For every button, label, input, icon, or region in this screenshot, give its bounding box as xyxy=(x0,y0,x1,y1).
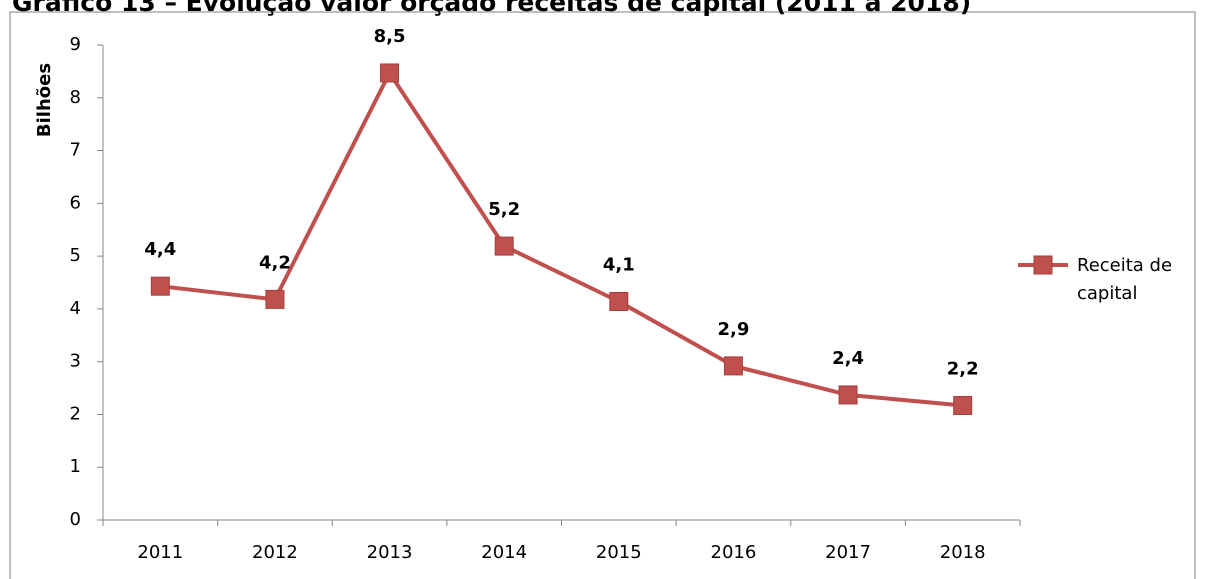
y-tick-label: 3 xyxy=(70,351,81,372)
legend-label: Receita de capital xyxy=(1077,255,1173,304)
x-tick-label: 2011 xyxy=(137,542,183,563)
data-label: 4,4 xyxy=(144,239,176,260)
data-label: 4,1 xyxy=(603,255,635,276)
marker xyxy=(380,63,400,83)
x-tick-label: 2013 xyxy=(367,542,413,563)
y-tick-label: 1 xyxy=(70,456,81,477)
y-tick-label: 7 xyxy=(70,140,81,161)
series-line xyxy=(160,70,963,408)
legend-marker xyxy=(1033,255,1053,275)
chart-border xyxy=(9,11,1196,579)
marker xyxy=(609,292,629,311)
marker xyxy=(953,395,973,415)
x-tick-label: 2014 xyxy=(481,542,527,563)
x-tick-label: 2015 xyxy=(596,542,642,563)
y-tick-label: 0 xyxy=(70,509,81,530)
marker xyxy=(494,236,514,256)
marker xyxy=(265,289,285,309)
data-label: 4,2 xyxy=(259,252,291,273)
y-tick-label: 9 xyxy=(70,34,81,55)
y-tick-label: 6 xyxy=(70,192,81,213)
data-label: 2,4 xyxy=(832,348,864,369)
x-tick-label: 2012 xyxy=(252,542,298,563)
marker xyxy=(838,385,858,405)
chart-title: Gráfico 13 – Evolução valor orçado recei… xyxy=(12,0,971,17)
y-tick-label: 8 xyxy=(70,87,81,108)
marker xyxy=(723,356,743,376)
y-tick-label: 4 xyxy=(70,298,81,319)
x-tick-label: 2017 xyxy=(825,542,871,563)
marker xyxy=(150,276,170,296)
y-tick-label: 2 xyxy=(70,403,81,424)
data-label: 2,9 xyxy=(717,319,749,340)
y-axis-label: Bilhões xyxy=(34,63,55,137)
x-tick-label: 2018 xyxy=(940,542,986,563)
data-label: 8,5 xyxy=(374,26,406,47)
y-tick-label: 5 xyxy=(70,245,81,266)
x-tick-label: 2016 xyxy=(711,542,757,563)
data-label: 5,2 xyxy=(488,199,520,220)
data-label: 2,2 xyxy=(947,358,979,379)
